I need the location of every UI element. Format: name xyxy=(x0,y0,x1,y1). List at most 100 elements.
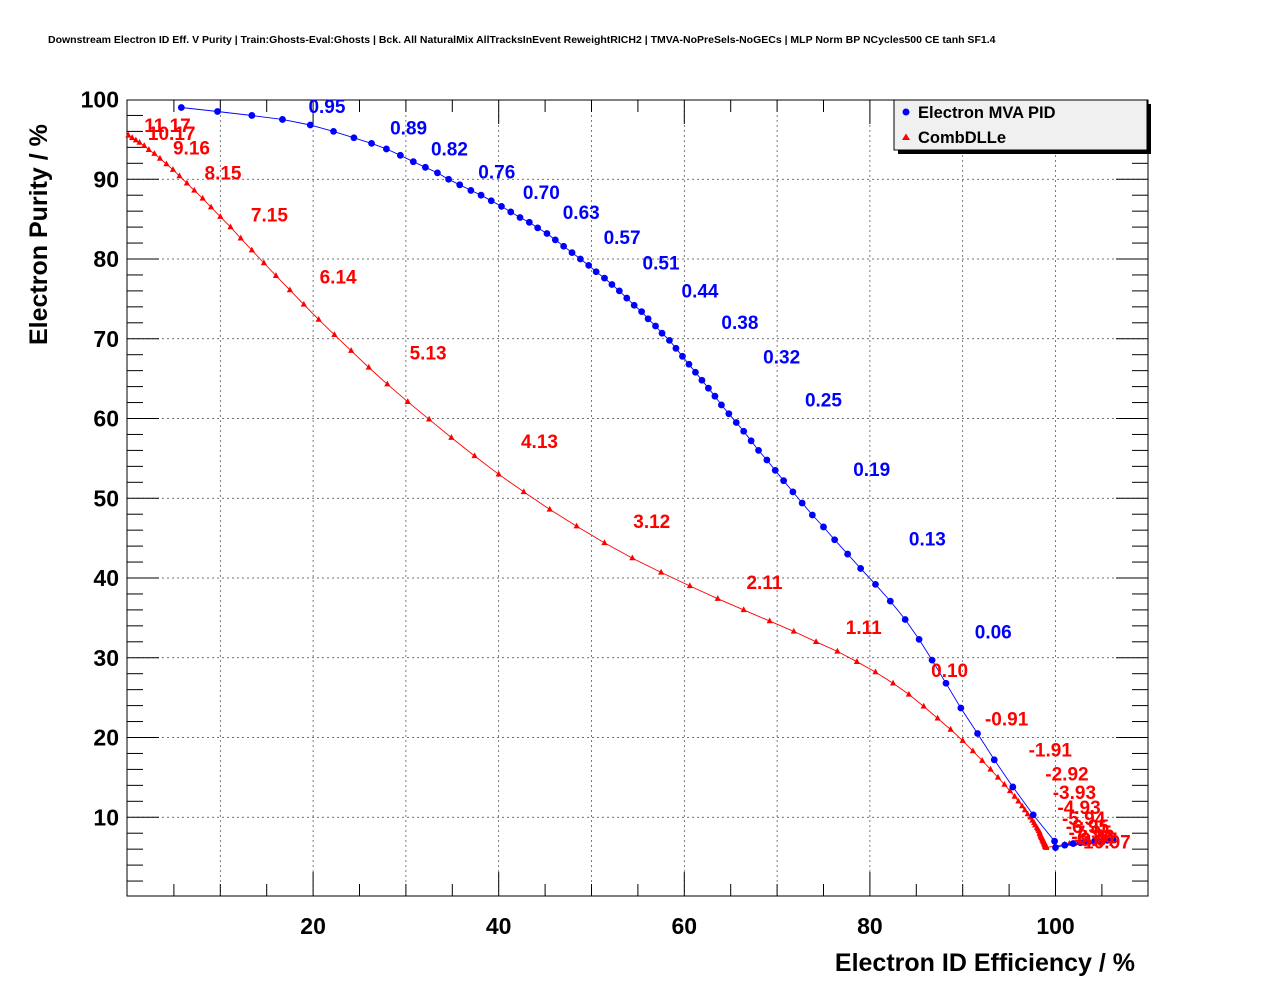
data-label: 4.13 xyxy=(521,432,558,453)
data-point xyxy=(808,511,816,519)
data-point xyxy=(1015,797,1022,804)
data-point xyxy=(1084,838,1092,846)
data-point xyxy=(1018,802,1026,809)
data-point xyxy=(905,690,912,697)
legend-marker-triangle-icon xyxy=(902,133,910,140)
data-label: 0.25 xyxy=(805,391,842,412)
data-label: 0.32 xyxy=(763,347,800,368)
data-point xyxy=(141,142,148,148)
data-point xyxy=(812,638,820,644)
data-point xyxy=(957,704,965,712)
data-label: 6.14 xyxy=(320,268,357,289)
data-point xyxy=(156,154,164,161)
data-point xyxy=(844,550,852,558)
data-point xyxy=(990,756,998,764)
data-point xyxy=(176,172,183,179)
data-point xyxy=(260,259,268,266)
data-label: 2.11 xyxy=(746,573,782,594)
data-label: -8.96 xyxy=(1071,827,1114,848)
data-point xyxy=(396,151,404,159)
data-series xyxy=(125,104,1117,851)
data-point xyxy=(718,401,725,409)
data-point xyxy=(568,249,576,257)
data-point xyxy=(901,616,909,623)
x-tick-label: 80 xyxy=(857,913,883,939)
data-point xyxy=(934,714,941,721)
x-tick-label: 20 xyxy=(300,913,326,939)
data-point xyxy=(592,268,600,276)
data-label: -4.93 xyxy=(1057,798,1100,819)
data-label: 7.15 xyxy=(251,206,288,227)
data-point xyxy=(448,434,455,440)
data-point xyxy=(959,737,966,743)
data-point xyxy=(199,194,206,201)
data-point xyxy=(766,617,773,624)
data-point xyxy=(456,181,464,189)
data-point xyxy=(1069,840,1077,847)
data-point xyxy=(705,384,712,392)
data-label: 8.15 xyxy=(205,163,242,184)
data-point xyxy=(183,179,190,186)
x-tick-label: 40 xyxy=(486,913,512,939)
data-point xyxy=(409,158,417,166)
data-label: 10.17 xyxy=(148,124,196,145)
data-point xyxy=(987,765,994,772)
data-label: 0.51 xyxy=(643,253,680,274)
data-point xyxy=(1051,837,1058,845)
data-point xyxy=(994,773,1002,780)
data-point xyxy=(679,352,686,360)
data-label: 0.82 xyxy=(431,139,468,160)
data-point xyxy=(1029,811,1037,819)
data-point xyxy=(132,136,139,143)
data-label: 0.19 xyxy=(853,460,890,481)
data-point xyxy=(177,104,185,111)
data-label: 0.13 xyxy=(909,529,946,550)
data-point xyxy=(217,213,224,219)
data-point xyxy=(467,187,475,194)
data-point xyxy=(834,647,841,654)
data-point xyxy=(1077,839,1084,847)
data-point xyxy=(763,456,771,464)
data-point xyxy=(551,236,559,244)
data-point xyxy=(1024,810,1031,817)
data-point xyxy=(771,466,779,474)
data-label: -9.97 xyxy=(1074,830,1117,851)
data-point xyxy=(279,116,286,123)
data-point xyxy=(1021,806,1028,813)
data-label: 0.76 xyxy=(478,162,515,183)
legend: Electron MVA PID CombDLLe xyxy=(893,99,1151,154)
data-point xyxy=(615,287,623,295)
x-tick-label: 100 xyxy=(1036,913,1074,939)
data-point xyxy=(573,522,580,529)
data-point xyxy=(692,368,699,376)
data-point xyxy=(790,627,797,634)
data-label: -0.91 xyxy=(985,710,1029,731)
data-point xyxy=(831,536,839,544)
data-point xyxy=(1011,792,1018,799)
x-tick-labels: 20 40 60 80 100 xyxy=(300,913,1074,939)
data-point xyxy=(520,488,527,495)
grid-lines xyxy=(127,100,1148,896)
data-point xyxy=(747,437,755,445)
data-point xyxy=(698,376,706,384)
data-label: 0.10 xyxy=(931,661,968,682)
data-point xyxy=(248,112,256,119)
data-point xyxy=(404,398,411,404)
data-point xyxy=(740,427,748,435)
data-point xyxy=(306,121,314,129)
data-point xyxy=(546,505,553,512)
data-point xyxy=(658,568,665,575)
legend-box xyxy=(893,99,1148,151)
data-point xyxy=(585,261,593,269)
y-tick-label: 70 xyxy=(93,326,119,352)
data-point xyxy=(820,523,827,531)
data-label: 1.11 xyxy=(846,618,882,639)
data-point xyxy=(915,636,923,643)
data-point xyxy=(272,272,280,278)
data-point xyxy=(191,186,198,193)
data-point xyxy=(714,595,721,601)
data-label: -2.92 xyxy=(1045,765,1088,786)
data-label: -6.95 xyxy=(1066,817,1110,838)
data-point xyxy=(658,329,666,337)
